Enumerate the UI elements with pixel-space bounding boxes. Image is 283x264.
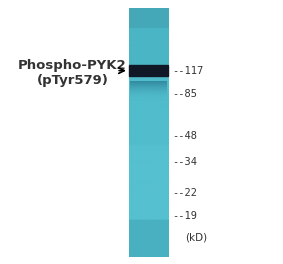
Text: Phospho-PYK2
(pTyr579): Phospho-PYK2 (pTyr579) (18, 59, 127, 87)
Text: --19: --19 (172, 211, 197, 221)
Bar (129, 65, 168, 76)
Text: (kD): (kD) (185, 233, 207, 243)
Text: --48: --48 (172, 131, 197, 141)
Text: --117: --117 (172, 66, 203, 76)
Text: --22: --22 (172, 188, 197, 198)
Text: --34: --34 (172, 157, 197, 167)
Text: --85: --85 (172, 89, 197, 99)
